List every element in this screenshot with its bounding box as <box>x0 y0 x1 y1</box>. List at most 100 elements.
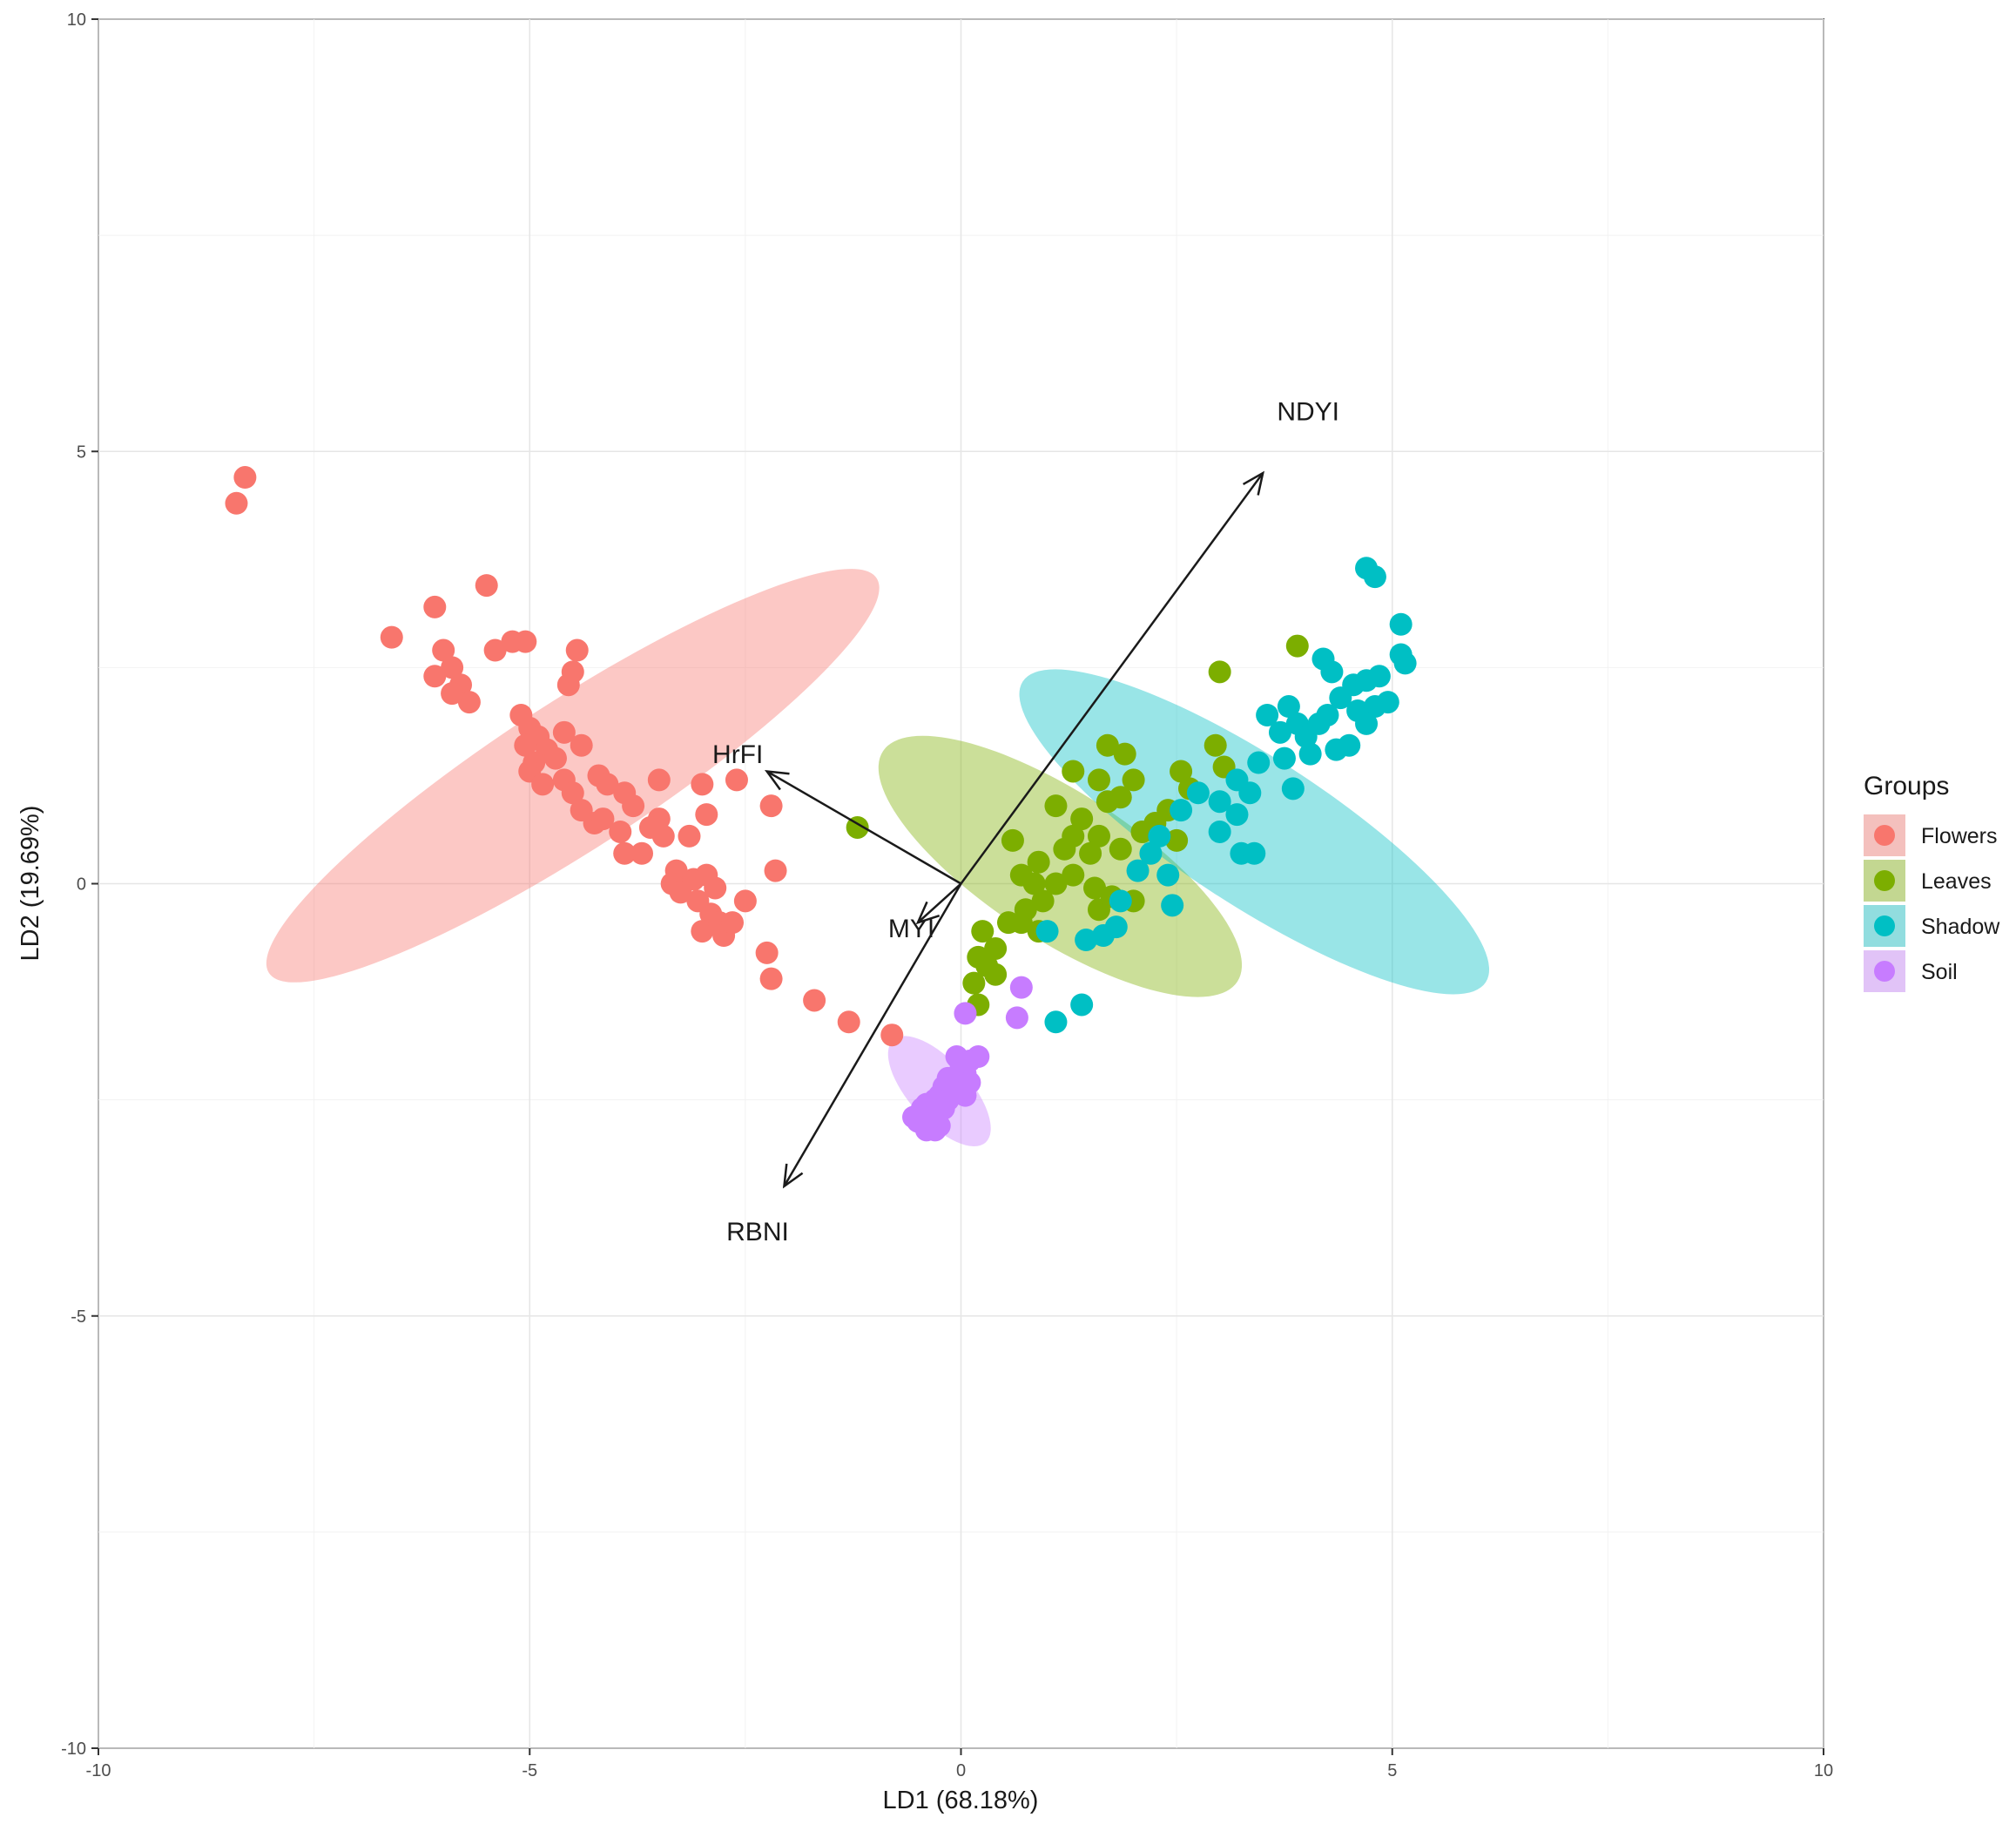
point-shadow <box>1277 695 1300 719</box>
point-flowers <box>880 1023 904 1047</box>
point-flowers <box>733 889 757 913</box>
y-axis-title: LD2 (19.69%) <box>17 806 44 962</box>
point-flowers <box>475 574 498 598</box>
arrow-ndyi <box>960 472 1264 885</box>
point-flowers <box>432 638 455 662</box>
point-shadow <box>1393 652 1417 675</box>
point-leaves <box>1087 768 1110 792</box>
point-leaves <box>1285 634 1309 658</box>
legend-key-shadow <box>1874 915 1895 936</box>
arrow-myi <box>917 882 962 924</box>
point-shadow <box>1238 781 1262 805</box>
point-flowers <box>423 595 447 618</box>
point-flowers <box>691 773 714 796</box>
point-leaves <box>1079 841 1102 865</box>
y-tick-label: 5 <box>77 442 86 462</box>
x-tick-label: 0 <box>956 1761 966 1780</box>
point-leaves <box>1165 828 1189 852</box>
point-leaves <box>1031 889 1055 913</box>
x-axis-ticks: -10 -5 0 5 10 <box>86 1748 1833 1780</box>
arrowhead-rbni <box>782 1163 804 1189</box>
point-flowers <box>441 656 464 679</box>
point-shadow <box>1126 859 1150 882</box>
point-shadow <box>1268 720 1291 744</box>
point-shadow <box>1170 799 1193 822</box>
point-leaves <box>1062 863 1085 887</box>
loading-label-rbni: RBNI <box>726 1218 789 1246</box>
loading-label-ndyi: NDYI <box>1277 397 1339 426</box>
point-shadow <box>1035 920 1059 943</box>
point-leaves <box>1109 786 1132 809</box>
point-soil <box>954 1084 977 1107</box>
point-flowers <box>483 638 507 662</box>
arrowhead-hrfi <box>764 769 790 791</box>
point-flowers <box>759 794 783 818</box>
legend-label-leaves: Leaves <box>1921 869 1992 894</box>
point-flowers <box>725 768 748 792</box>
point-shadow <box>1256 703 1279 726</box>
point-flowers <box>514 630 537 653</box>
arrow-hrfi <box>766 770 962 885</box>
point-flowers <box>531 773 555 796</box>
point-flowers <box>837 1010 860 1034</box>
x-axis-title: LD1 (68.18%) <box>883 1787 1039 1814</box>
point-leaves <box>1044 872 1068 895</box>
point-shadow <box>1376 691 1399 714</box>
point-flowers <box>691 920 714 943</box>
legend-key-flowers <box>1874 825 1895 846</box>
point-shadow <box>1363 565 1386 589</box>
point-leaves <box>1027 850 1050 874</box>
point-flowers <box>609 820 632 843</box>
point-shadow <box>1075 929 1098 952</box>
series-flowers <box>225 466 904 1047</box>
y-tick-label: 10 <box>67 10 86 30</box>
loading-label-hrfi: HrFI <box>712 740 763 769</box>
point-flowers <box>423 665 447 688</box>
point-flowers <box>561 781 584 805</box>
point-soil <box>932 1097 955 1120</box>
y-tick-label: 0 <box>77 875 86 895</box>
point-leaves <box>1083 876 1107 900</box>
point-shadow <box>1389 612 1413 636</box>
point-flowers <box>721 911 745 935</box>
point-shadow <box>1044 1010 1068 1034</box>
point-soil <box>902 1105 926 1129</box>
point-leaves <box>971 920 995 943</box>
point-leaves <box>1001 828 1024 852</box>
loading-arrows: NDYI HrFI MYI RBNI <box>712 397 1339 1246</box>
arrow-rbni <box>783 882 962 1187</box>
point-flowers <box>561 660 584 684</box>
y-tick-label: -10 <box>61 1740 86 1759</box>
point-flowers <box>704 876 727 900</box>
legend-label-shadow: Shadow <box>1921 915 2000 939</box>
point-leaves <box>1208 660 1231 684</box>
point-flowers <box>380 625 403 649</box>
confidence-ellipses <box>266 569 1490 1147</box>
point-flowers <box>678 824 701 848</box>
point-flowers <box>803 989 826 1012</box>
point-leaves <box>846 815 869 839</box>
point-flowers <box>441 682 464 706</box>
point-shadow <box>1367 665 1391 688</box>
point-leaves <box>1113 742 1136 766</box>
point-leaves <box>1204 733 1227 757</box>
point-flowers <box>233 466 257 490</box>
point-shadow <box>1247 751 1271 774</box>
point-soil <box>954 1002 977 1025</box>
point-leaves <box>1070 807 1094 831</box>
arrowhead-myi <box>915 901 941 925</box>
point-soil <box>945 1045 968 1068</box>
point-flowers <box>622 794 645 818</box>
point-shadow <box>1091 924 1115 948</box>
loading-label-myi: MYI <box>888 915 934 943</box>
point-flowers <box>755 941 779 964</box>
point-shadow <box>1109 889 1132 913</box>
point-leaves <box>984 936 1008 960</box>
point-shadow <box>1208 820 1231 843</box>
point-flowers <box>630 841 654 865</box>
point-leaves <box>1022 872 1046 895</box>
point-flowers <box>225 491 248 515</box>
point-soil <box>1005 1006 1028 1030</box>
point-flowers <box>565 638 589 662</box>
point-shadow <box>1186 781 1210 805</box>
